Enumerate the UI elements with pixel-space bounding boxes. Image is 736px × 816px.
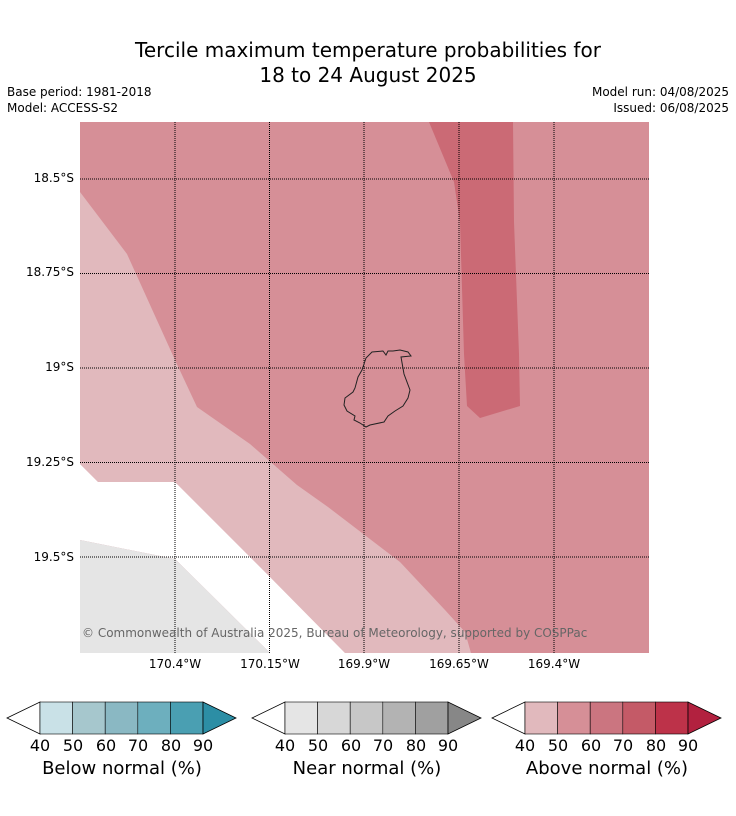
colorbar-under-arrow [6,701,41,735]
legend-ticks: 40 50 60 70 80 90 [251,736,483,758]
tick: 60 [340,736,362,755]
lon-label-169-65: 169.65°W [429,657,489,671]
colorbar-segment [72,701,106,735]
above-60-region [429,122,520,418]
meta-right: Model run: 04/08/2025 Issued: 06/08/2025 [592,84,729,116]
colorbar-segment [589,701,624,735]
issued-date: Issued: 06/08/2025 [613,101,729,115]
tick: 60 [580,736,602,755]
legend-title: Below normal (%) [42,758,202,779]
legend-above-normal: 40 50 60 70 80 90 Above normal (%) [491,700,723,779]
tick: 90 [192,736,214,755]
model-run: Model run: 04/08/2025 [591,85,729,99]
colorbar-segment [137,701,171,735]
colorbar-segment [557,701,591,735]
colorbar-above-normal [491,701,722,735]
tick: 50 [62,736,84,755]
lat-label-18-75: 18.75°S [26,265,74,279]
legend-ticks: 40 50 60 70 80 90 [6,736,238,758]
colorbar-segment [104,701,139,735]
lat-label-19-25: 19.25°S [26,455,74,469]
colorbar-segment [415,701,449,735]
tick: 70 [127,736,149,755]
tick: 60 [95,736,117,755]
colorbar-segment [39,701,73,735]
legend-near-normal: 40 50 60 70 80 90 Near normal (%) [251,700,483,779]
colorbar-over-arrow [202,701,237,735]
tick: 80 [645,736,667,755]
tick: 40 [514,736,536,755]
tick: 80 [405,736,427,755]
tick: 40 [274,736,296,755]
colorbar-segment [524,701,558,735]
copyright-text: © Commonwealth of Australia 2025, Bureau… [82,626,588,640]
tick: 50 [307,736,329,755]
tick: 70 [372,736,394,755]
lon-label-169-4: 169.4°W [527,657,581,671]
map-title: Tercile maximum temperature probabilitie… [0,38,736,88]
legend-title: Above normal (%) [525,758,689,779]
tick: 70 [612,736,634,755]
graticule [80,122,649,653]
meta-left: Base period: 1981-2018 Model: ACCESS-S2 [7,84,152,116]
no-tercile-region [80,464,345,653]
colorbar-segment [170,701,204,735]
colorbar-under-arrow [251,701,286,735]
colorbar-segment [284,701,318,735]
island-coastline [343,349,412,428]
above-40-region [80,192,471,653]
colorbar-below-normal [6,701,237,735]
map-panel [80,122,649,653]
legend-ticks: 40 50 60 70 80 90 [491,736,723,758]
lat-label-19-5: 19.5°S [33,550,74,564]
legend-title: Near normal (%) [292,758,442,779]
colorbar-over-arrow [447,701,482,735]
tick: 90 [677,736,699,755]
tick: 40 [29,736,51,755]
tick: 90 [437,736,459,755]
colorbar-segment [382,701,416,735]
tick: 50 [547,736,569,755]
tick: 80 [160,736,182,755]
lat-label-18-5: 18.5°S [33,171,74,185]
lat-label-19: 19°S [45,360,74,374]
lon-label-170-15: 170.15°W [240,657,300,671]
colorbar-under-arrow [491,701,526,735]
lon-label-170-4: 170.4°W [148,657,202,671]
colorbar-near-normal [251,701,482,735]
model-name: Model: ACCESS-S2 [7,101,119,115]
colorbar-segment [655,701,689,735]
base-period: Base period: 1981-2018 [7,85,152,99]
colorbar-segment [349,701,384,735]
lon-label-169-9: 169.9°W [337,657,391,671]
colorbar-segment [317,701,351,735]
title-line-2: 18 to 24 August 2025 [259,63,477,87]
legend-below-normal: 40 50 60 70 80 90 Below normal (%) [6,700,238,779]
colorbar-over-arrow [687,701,722,735]
colorbar-segment [622,701,656,735]
title-line-1: Tercile maximum temperature probabilitie… [135,38,601,62]
